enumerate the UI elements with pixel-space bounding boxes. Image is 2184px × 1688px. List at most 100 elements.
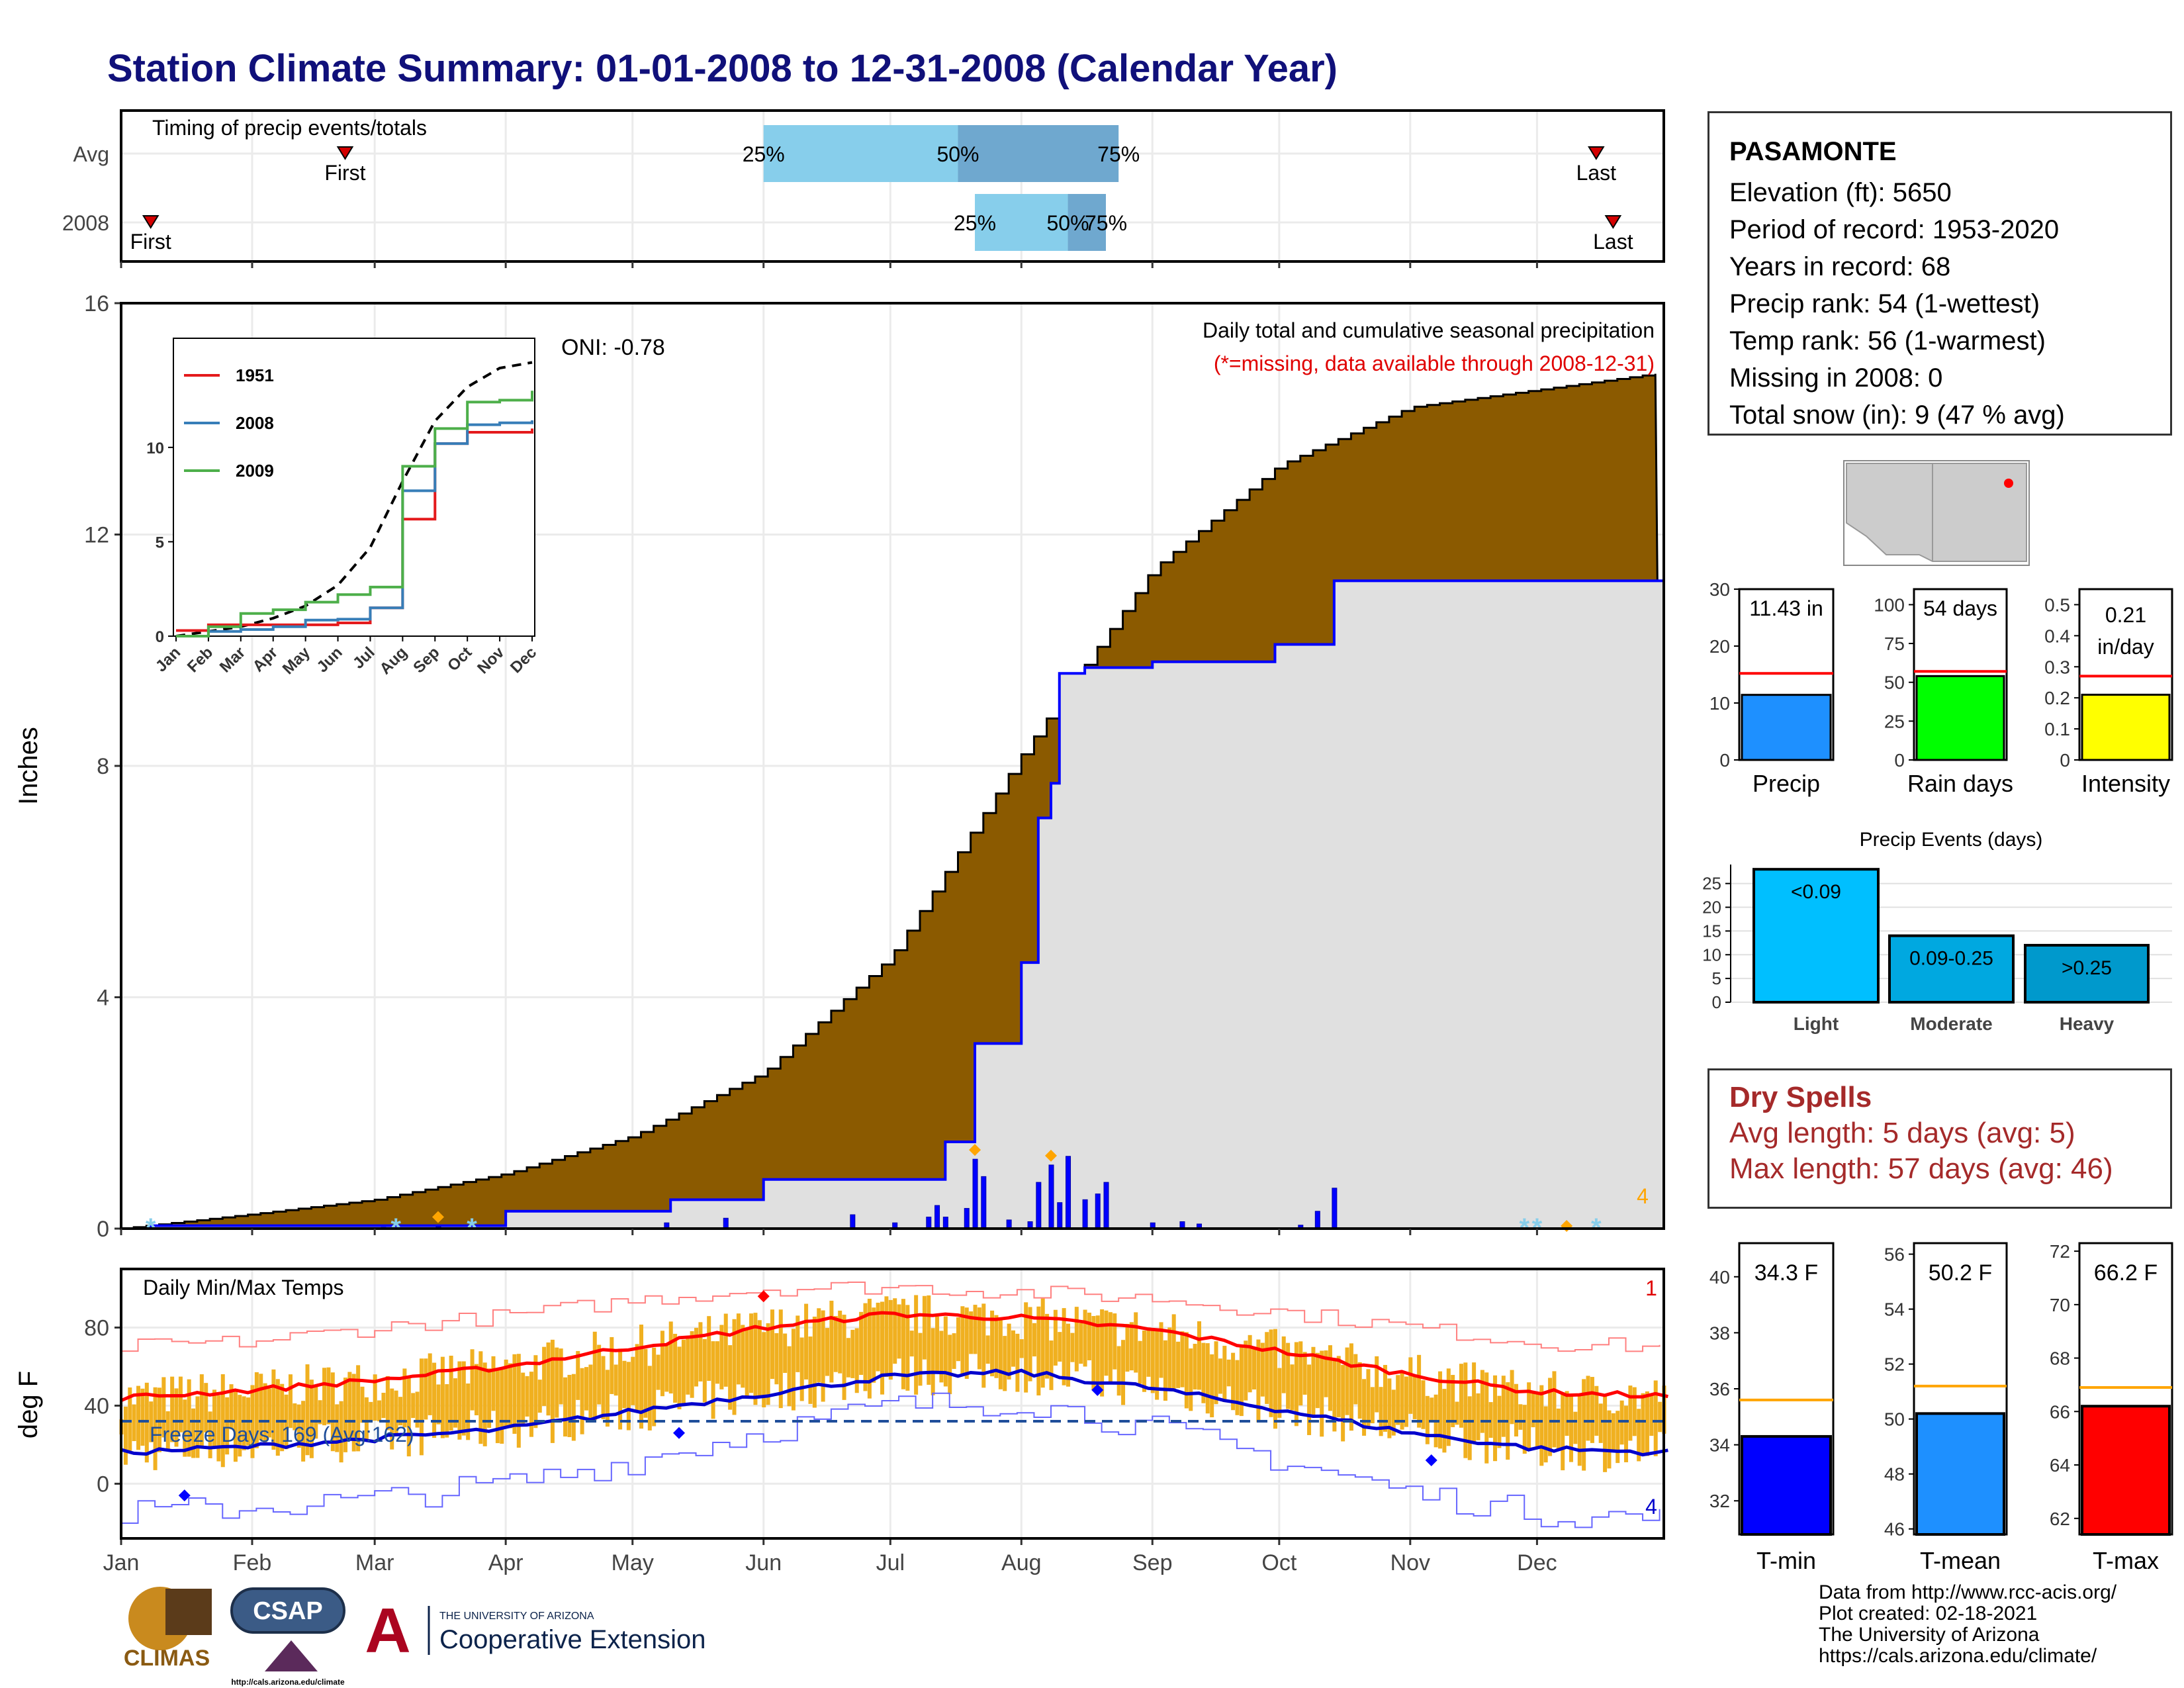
temp-daily-range-bar (263, 1383, 267, 1446)
precip-daily-bar (926, 1217, 932, 1229)
temp-daily-range-bar (157, 1387, 161, 1452)
temp-daily-range-bar (901, 1299, 905, 1389)
inset-ytick-label: 10 (146, 440, 164, 457)
temp-daily-range-bar (1598, 1403, 1603, 1443)
temp-daily-range-bar (1286, 1342, 1291, 1409)
temp-daily-range-bar (309, 1380, 314, 1458)
temp-daily-range-bar (415, 1391, 420, 1428)
temp-daily-range-bar (1577, 1395, 1582, 1466)
csap-logo-url: http://cals.arizona.edu/climate (231, 1677, 345, 1687)
temp-record-marker (672, 1427, 685, 1439)
footer-line: Plot created: 02-18-2021 (1819, 1603, 2038, 1624)
temp-daily-range-bar (1032, 1323, 1036, 1357)
temp-daily-range-bar (432, 1362, 437, 1438)
temp-daily-range-bar (419, 1358, 424, 1456)
temp-daily-range-bar (799, 1337, 804, 1401)
temp-daily-range-bar (351, 1374, 356, 1452)
temp-daily-range-bar (817, 1308, 821, 1383)
summary-ytick-label: 100 (1874, 594, 1905, 615)
temp-daily-range-bar (406, 1376, 411, 1457)
temp-daily-range-bar (1079, 1323, 1083, 1364)
temp-daily-range-bar (457, 1361, 462, 1440)
events-bar-label: <0.09 (1791, 881, 1841, 903)
temp-daily-range-bar (757, 1320, 762, 1397)
temp-daily-range-bar (690, 1331, 694, 1398)
temp-daily-range-bar (778, 1309, 783, 1409)
temp-daily-range-bar (394, 1390, 398, 1435)
temp-daily-range-bar (508, 1363, 513, 1429)
temp-daily-range-bar (804, 1303, 809, 1380)
temp-daily-range-bar (1375, 1356, 1379, 1413)
temp-daily-range-bar (242, 1396, 246, 1450)
temp-daily-range-bar (948, 1335, 952, 1395)
timing-last-marker (1588, 146, 1605, 160)
temp-xtick-label: Sep (1132, 1550, 1173, 1575)
precip-daily-bar (850, 1214, 856, 1229)
temp-daily-range-bar (1311, 1346, 1316, 1415)
temp-daily-range-bar (474, 1364, 478, 1416)
temp-daily-range-bar (1522, 1405, 1527, 1454)
temp-daily-range-bar (863, 1303, 868, 1391)
summary-ytick-label: 0 (1894, 750, 1905, 771)
temp-daily-range-bar (1476, 1393, 1480, 1440)
temp-daily-range-bar (1527, 1382, 1531, 1451)
precip-daily-bar (972, 1158, 978, 1229)
temp-daily-range-bar (1049, 1340, 1054, 1390)
temp-daily-range-bar (576, 1350, 580, 1400)
temp-daily-range-bar (1379, 1387, 1383, 1436)
precip-daily-bar (964, 1207, 970, 1229)
temp-daily-range-bar (1514, 1383, 1518, 1437)
inset-bg (173, 338, 535, 637)
summary-value-label: 11.43 in (1749, 596, 1823, 620)
temp-daily-range-bar (614, 1364, 618, 1396)
station-temp-rank: Temp rank: 56 (1-warmest) (1729, 326, 2046, 355)
temp-daily-range-bar (339, 1401, 343, 1463)
temp-daily-range-bar (762, 1332, 766, 1408)
temp-daily-range-bar (981, 1303, 986, 1388)
temp-daily-range-bar (1214, 1341, 1218, 1405)
temp-daily-range-bar (1003, 1336, 1007, 1391)
temp-daily-range-bar (1142, 1330, 1146, 1392)
temp-daily-range-bar (859, 1311, 864, 1376)
footer-line: Data from http://www.rcc-acis.org/ (1819, 1581, 2117, 1603)
temp-daily-range-bar (1383, 1364, 1388, 1432)
temp-daily-range-bar (1205, 1343, 1210, 1414)
temp-daily-range-bar (491, 1356, 496, 1411)
temp-record-marker (1091, 1383, 1104, 1396)
temp-daily-range-bar (1315, 1352, 1320, 1409)
temp-daily-range-bar (749, 1313, 754, 1393)
temp-daily-range-bar (1357, 1362, 1362, 1419)
temp-daily-range-bar (652, 1347, 657, 1427)
temp-daily-range-bar (922, 1295, 927, 1360)
timing-first-label: First (324, 161, 365, 185)
precip-daily-bar (1095, 1194, 1101, 1229)
logos: CLIMAS CSAP http://cals.arizona.edu/climat… (124, 1587, 705, 1687)
temp-daily-range-bar (1024, 1302, 1028, 1393)
temp-daily-range-bar (360, 1386, 365, 1423)
temp-daily-range-bar (1463, 1362, 1468, 1458)
temp-daily-range-bar (1328, 1345, 1332, 1411)
summary-name-label: T-min (1756, 1547, 1816, 1574)
temp-daily-range-bar (504, 1359, 508, 1429)
temp-daily-range-bar (635, 1344, 639, 1412)
summary-ytick-label: 0.2 (2044, 688, 2070, 708)
timing-last-label: Last (1576, 161, 1617, 185)
temp-xtick-label: Apr (488, 1550, 523, 1575)
temp-xtick-label: Mar (355, 1550, 394, 1575)
temp-daily-range-bar (1425, 1395, 1430, 1444)
temp-daily-range-bar (1146, 1327, 1151, 1377)
temp-daily-range-bar (618, 1348, 623, 1430)
temp-daily-range-bar (478, 1351, 483, 1444)
temp-daily-range-bar (1459, 1364, 1463, 1428)
temp-daily-range-bar (1594, 1385, 1599, 1436)
precip-daily-bar (1036, 1182, 1042, 1229)
temp-daily-range-bar (1222, 1346, 1227, 1403)
temp-daily-range-bar (559, 1348, 563, 1405)
temp-daily-range-bar (208, 1411, 212, 1458)
precip-max-marker (432, 1211, 444, 1223)
temp-daily-range-bar (318, 1400, 322, 1425)
map-station-dot (2004, 479, 2013, 488)
summary-bar (1741, 694, 1832, 761)
temp-daily-range-bar (275, 1379, 280, 1456)
temp-daily-range-bar (381, 1393, 386, 1419)
